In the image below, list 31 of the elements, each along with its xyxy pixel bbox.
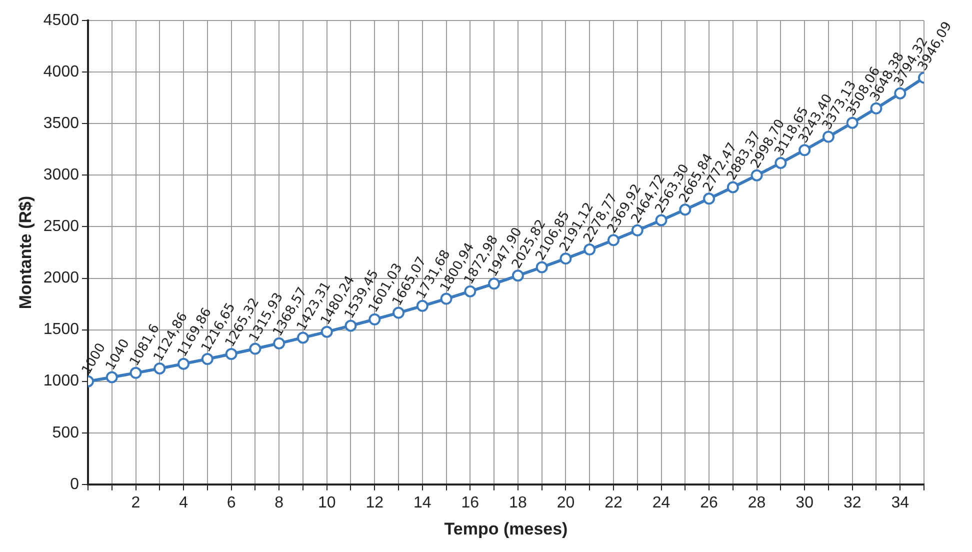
y-tick-label: 2000 [43, 270, 80, 287]
y-tick-label: 0 [70, 476, 80, 493]
x-tick-label: 12 [366, 494, 384, 512]
y-tick-label: 4500 [43, 12, 80, 30]
x-tick-label: 8 [274, 494, 284, 512]
x-tick-label: 28 [748, 494, 766, 512]
x-tick-label: 22 [604, 494, 622, 512]
x-tick-label: 6 [226, 494, 236, 512]
x-tick-label: 4 [179, 494, 188, 512]
x-tick-label: 24 [652, 494, 670, 512]
x-tick-label: 18 [509, 494, 527, 512]
y-tick-label: 3500 [43, 115, 80, 132]
x-tick-label: 14 [414, 494, 432, 512]
x-axis-title: Tempo (meses) [444, 519, 568, 538]
y-tick-label: 3000 [43, 166, 80, 184]
x-tick-label: 26 [700, 494, 718, 512]
y-tick-label: 1000 [43, 372, 80, 390]
point [106, 371, 118, 384]
x-tick-label: 2 [131, 494, 140, 512]
y-tick-label: 1500 [43, 321, 80, 338]
point [130, 366, 142, 379]
y-tick-label: 2500 [43, 218, 80, 236]
y-axis-title: Montante (R$) [16, 196, 35, 310]
x-tick-label: 10 [318, 494, 336, 512]
y-tick-label: 500 [52, 424, 80, 442]
x-tick-label: 20 [556, 494, 575, 512]
x-tick-label: 30 [796, 494, 814, 512]
x-tick-label: 32 [843, 494, 862, 512]
x-tick-label: 34 [891, 494, 910, 512]
x-tick-label: 16 [461, 494, 480, 512]
y-tick-label: 4000 [43, 64, 80, 81]
